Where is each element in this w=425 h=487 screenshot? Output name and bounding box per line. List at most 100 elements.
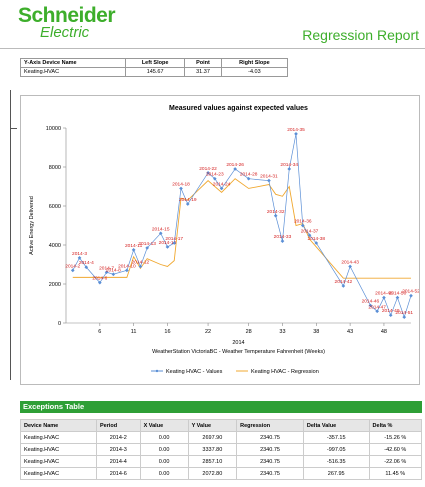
y-tick-label: 10000 [46,126,61,132]
point-label: 2014-10 [118,263,136,269]
header-row: Y-Axis Device Name Left Slope Point Right S… [19,58,289,68]
point-label: 2014-17 [165,236,183,242]
point [145,246,150,250]
table-cell: 0.00 [139,431,189,444]
point-label: 2014-6 [92,276,107,282]
table-cell: 145.67 [125,67,186,77]
point [375,309,380,314]
point [382,295,386,300]
point-label: 2014-36 [294,219,312,225]
point [395,295,400,300]
values-line [72,133,412,319]
x-tick-label: 28 [246,329,252,335]
table-cell: 0.00 [139,443,189,456]
table-cell: 2697.90 [187,431,238,444]
point [287,167,292,171]
logo: Electric [40,24,90,41]
column-header: Point [184,58,222,68]
point [233,167,237,171]
point [111,272,116,277]
point [84,265,89,270]
point-label: 2014-46 [362,298,380,304]
table-row: Keating.HVAC 145.67 31.37 -4.03 [19,67,289,77]
table-cell: 2014-2 [95,431,141,444]
chart: Measured values against expected values A… [29,105,420,375]
point [280,239,285,243]
legend-label: Keating HVAC - Regression [251,369,319,375]
regression-line [72,178,411,279]
point-label: 2014-26 [226,162,244,168]
table-cell: 0.00 [139,467,189,480]
point [388,313,393,318]
point-label: 2014-23 [206,172,224,178]
table-cell: -997.05 [302,443,370,456]
column-header: Delta % [368,419,423,432]
chart-title: Measured values against expected values [169,105,308,112]
table-cell: Keating.HVAC [19,67,127,77]
point [131,248,136,252]
divider [0,48,425,49]
table-cell: Keating.HVAC [20,455,97,468]
point-label: 2014-35 [287,127,305,133]
column-header: X Value [139,419,189,432]
point [179,186,183,191]
point-label: 2014-38 [307,236,325,242]
y-tick-label: 4000 [49,243,61,249]
table-cell: 2014-3 [95,443,141,456]
point [294,132,298,136]
table-cell: Keating.HVAC [20,467,97,480]
y-tick-label: 8000 [49,165,61,171]
table-row: Keating.HVAC 2014-3 0.00 3337.80 2340.75 -997… [20,443,423,456]
point [104,270,109,275]
point-label: 2014-11 [125,243,143,249]
x-tick-label: 6 [98,329,101,335]
table-row: Keating.HVAC 2014-4 0.00 2857.10 2340.75 -516… [20,455,423,468]
column-header: Period [95,419,141,432]
margin-line [10,90,11,380]
point-label: 2014-37 [301,228,319,234]
x-axis-label: WeatherStation VictoriaBC - Weather Temp… [152,349,325,355]
section-header: Exceptions Table [20,401,422,413]
table-cell: -357.15 [302,431,370,444]
point [314,241,319,245]
column-header: Delta Value [302,419,370,432]
point [273,213,278,218]
column-header: Y-Axis Device Name [19,58,127,68]
point [246,176,251,181]
point-label: 2014-16 [159,240,177,246]
point-label: 2014-47 [368,304,386,310]
point-label: 2014-19 [179,197,197,203]
exceptions-table: Device Name Period X Value Y Value Regressio… [20,419,423,480]
point-label: 2014-51 [395,310,413,316]
point [212,176,217,181]
y-tick-label: 2000 [49,282,61,288]
x-group-label: 2014 [232,340,244,346]
x-tick-label: 38 [313,329,319,335]
point-label: 2014-52 [402,289,419,295]
table-cell: 31.37 [184,67,222,77]
table-cell: -516.35 [302,455,370,468]
point-label: 2014-12 [132,259,150,265]
table-cell: 2014-6 [95,467,141,480]
y-tick-label: 0 [58,321,61,327]
table-cell: Keating.HVAC [20,443,97,456]
y-tick-label: 6000 [49,204,61,210]
point-label: 2014-4 [79,260,94,266]
point-label: 2014-7 [99,265,114,271]
point-label: 2014-31 [260,174,278,180]
point-label: 2014-33 [274,234,292,240]
table-cell: -42.60 % [368,443,423,456]
x-tick-label: 43 [347,329,353,335]
x-tick-label: 48 [381,329,387,335]
point [185,202,190,206]
point [77,256,82,260]
table-cell: -4.03 [220,67,289,77]
point [165,245,170,249]
point-label: 2014-2 [65,263,80,269]
point [125,268,129,273]
point [300,223,305,228]
table-cell: Keating.HVAC [20,431,97,444]
point [307,233,312,238]
chart-frame: Measured values against expected values A… [20,95,420,385]
point [348,264,352,269]
